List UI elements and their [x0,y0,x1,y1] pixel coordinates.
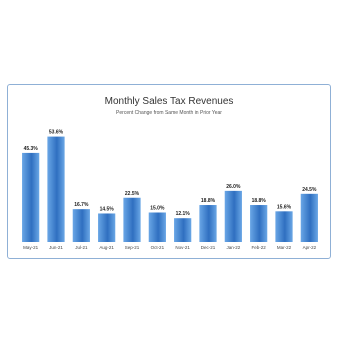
data-label-Jul-21: 16.7% [74,202,89,208]
bar-Nov-21 [174,218,192,242]
bar-chart: Monthly Sales Tax Revenues Percent Chang… [22,96,318,250]
x-tick-label-Feb-22: Feb-22 [252,245,267,250]
bar-Feb-22 [250,205,268,242]
bar-Oct-21 [148,212,166,242]
data-label-Nov-21: 12.1% [176,211,191,217]
bar-Dec-21 [199,205,217,242]
bar-Apr-22 [300,193,318,242]
chart-container: Monthly Sales Tax Revenues Percent Chang… [7,84,331,259]
x-tick-label-Mar-22: Mar-22 [277,245,292,250]
x-tick-label-Aug-21: Aug-21 [99,245,114,250]
x-tick-label-Sep-21: Sep-21 [125,245,140,250]
bar-Aug-21 [98,213,116,242]
bar-May-21 [22,152,40,242]
bar-Mar-22 [275,211,293,242]
data-label-Jun-21: 53.6% [49,130,64,136]
data-label-Dec-21: 18.8% [201,198,216,204]
bar-Jan-22 [224,190,242,242]
chart-title: Monthly Sales Tax Revenues [105,96,234,107]
data-label-Jan-22: 26.0% [226,184,241,190]
x-tick-label-Jul-21: Jul-21 [75,245,88,250]
x-tick-label-Jun-21: Jun-21 [49,245,63,250]
x-tick-label-Dec-21: Dec-21 [201,245,216,250]
data-label-May-21: 45.3% [24,146,39,152]
data-label-Aug-21: 14.5% [100,206,115,212]
data-labels-group: 45.3% 53.6% 16.7% 14.5% 22.5% 15.0% 12.1% 18.8%… [24,130,317,218]
bars-group [22,136,318,242]
bar-Jun-21 [47,136,65,242]
chart-subtitle: Percent Change from Same Month in Prior … [116,110,222,116]
data-label-Oct-21: 15.0% [150,206,165,212]
x-tick-labels-group: May-21 Jun-21 Jul-21 Aug-21 Sep-21 Oct-21 Nov-… [23,245,316,250]
data-label-Mar-22: 15.6% [277,204,292,210]
bar-Jul-21 [72,209,90,242]
x-tick-label-Apr-22: Apr-22 [303,245,317,250]
data-label-Apr-22: 24.5% [302,187,317,193]
bar-Sep-21 [123,197,141,242]
x-tick-label-Jan-22: Jan-22 [226,245,240,250]
data-label-Sep-21: 22.5% [125,191,140,197]
x-tick-label-May-21: May-21 [23,245,39,250]
x-tick-label-Oct-21: Oct-21 [151,245,165,250]
data-label-Feb-22: 18.8% [252,198,267,204]
x-tick-label-Nov-21: Nov-21 [175,245,190,250]
